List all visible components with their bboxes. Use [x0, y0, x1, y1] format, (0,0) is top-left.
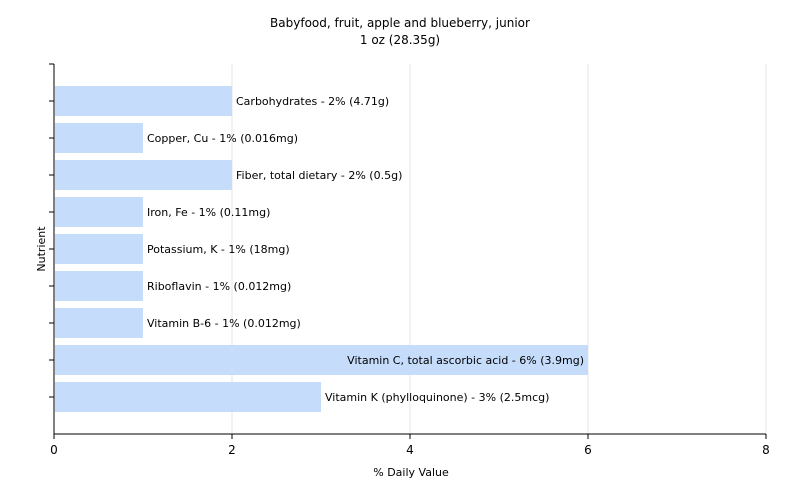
bar — [55, 86, 232, 116]
x-tick-label: 8 — [762, 443, 770, 457]
bar — [55, 382, 321, 412]
bar-label: Copper, Cu - 1% (0.016mg) — [147, 132, 298, 145]
bar — [55, 345, 588, 375]
chart-subtitle: 1 oz (28.35g) — [360, 33, 440, 47]
bar — [55, 234, 143, 264]
bars — [55, 86, 588, 412]
x-tick-label: 0 — [50, 443, 58, 457]
chart-title: Babyfood, fruit, apple and blueberry, ju… — [270, 16, 530, 30]
bar-label: Fiber, total dietary - 2% (0.5g) — [236, 169, 402, 182]
bar-label: Vitamin K (phylloquinone) - 3% (2.5mcg) — [325, 391, 549, 404]
x-axis-label: % Daily Value — [373, 466, 449, 479]
bar — [55, 271, 143, 301]
bar-label: Carbohydrates - 2% (4.71g) — [236, 95, 389, 108]
bar — [55, 308, 143, 338]
bar-label: Riboflavin - 1% (0.012mg) — [147, 280, 291, 293]
bar — [55, 197, 143, 227]
bar-label: Potassium, K - 1% (18mg) — [147, 243, 290, 256]
x-tick-label: 6 — [584, 443, 592, 457]
bar-label: Iron, Fe - 1% (0.11mg) — [147, 206, 270, 219]
x-tick-label: 2 — [228, 443, 236, 457]
x-tick-label: 4 — [406, 443, 414, 457]
bar — [55, 160, 232, 190]
bar — [55, 123, 143, 153]
bar-label: Vitamin C, total ascorbic acid - 6% (3.9… — [347, 354, 584, 367]
y-axis-label: Nutrient — [35, 226, 48, 272]
y-axis-ticks — [49, 63, 54, 398]
x-axis-ticks: 0 2 4 6 8 — [50, 434, 770, 457]
bar-label: Vitamin B-6 - 1% (0.012mg) — [147, 317, 301, 330]
bar-labels: Carbohydrates - 2% (4.71g) Copper, Cu - 1… — [147, 95, 584, 404]
